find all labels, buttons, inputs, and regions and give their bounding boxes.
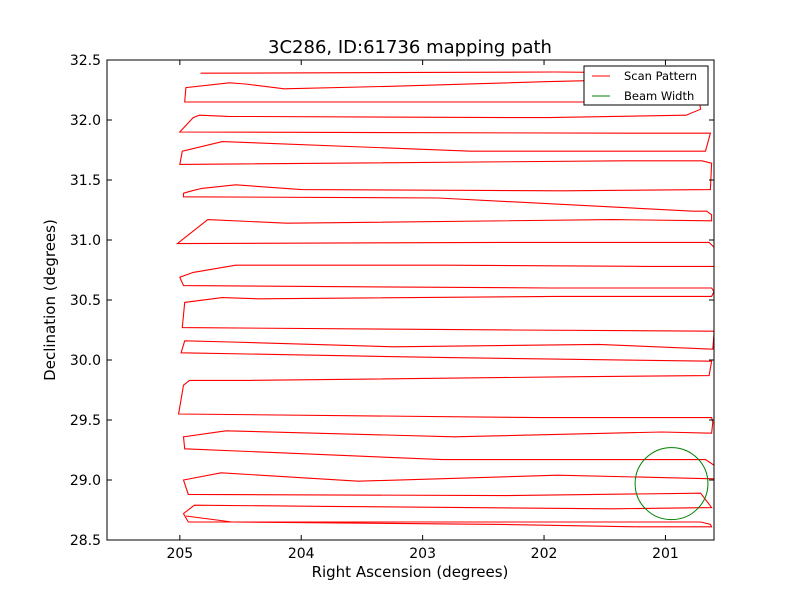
y-tick-label: 29.0	[70, 473, 101, 489]
legend-label-scan-pattern: Scan Pattern	[624, 69, 697, 83]
beam-width-circle	[634, 447, 709, 521]
x-tick-label: 202	[531, 546, 558, 562]
legend: Scan Pattern Beam Width	[583, 65, 709, 106]
x-axis-ticks: 205 204 203 202 201	[166, 60, 679, 562]
y-tick-label: 30.5	[70, 293, 101, 309]
y-tick-label: 29.5	[70, 413, 101, 429]
y-tick-label: 31.5	[70, 173, 101, 189]
beam-layer	[634, 447, 709, 521]
y-axis-ticks: 28.5 29.0 29.5 30.0 30.5 31.0 31.5 32.0 32.5	[70, 53, 714, 549]
y-tick-label: 30.0	[70, 353, 101, 369]
x-tick-label: 205	[166, 546, 193, 562]
x-tick-label: 203	[409, 546, 436, 562]
y-tick-label: 28.5	[70, 533, 101, 549]
y-tick-label: 31.0	[70, 233, 101, 249]
x-tick-label: 201	[652, 546, 679, 562]
y-tick-label: 32.0	[70, 113, 101, 129]
y-axis-label: Declination (degrees)	[41, 219, 59, 381]
x-axis-label: Right Ascension (degrees)	[312, 563, 509, 581]
series-line-scan-pattern	[175, 71, 714, 528]
legend-label-beam-width: Beam Width	[624, 89, 694, 103]
y-tick-label: 32.5	[70, 53, 101, 69]
chart-title: 3C286, ID:61736 mapping path	[268, 37, 552, 58]
series-layer	[175, 71, 714, 528]
legend-box	[583, 65, 709, 106]
x-tick-label: 204	[288, 546, 315, 562]
